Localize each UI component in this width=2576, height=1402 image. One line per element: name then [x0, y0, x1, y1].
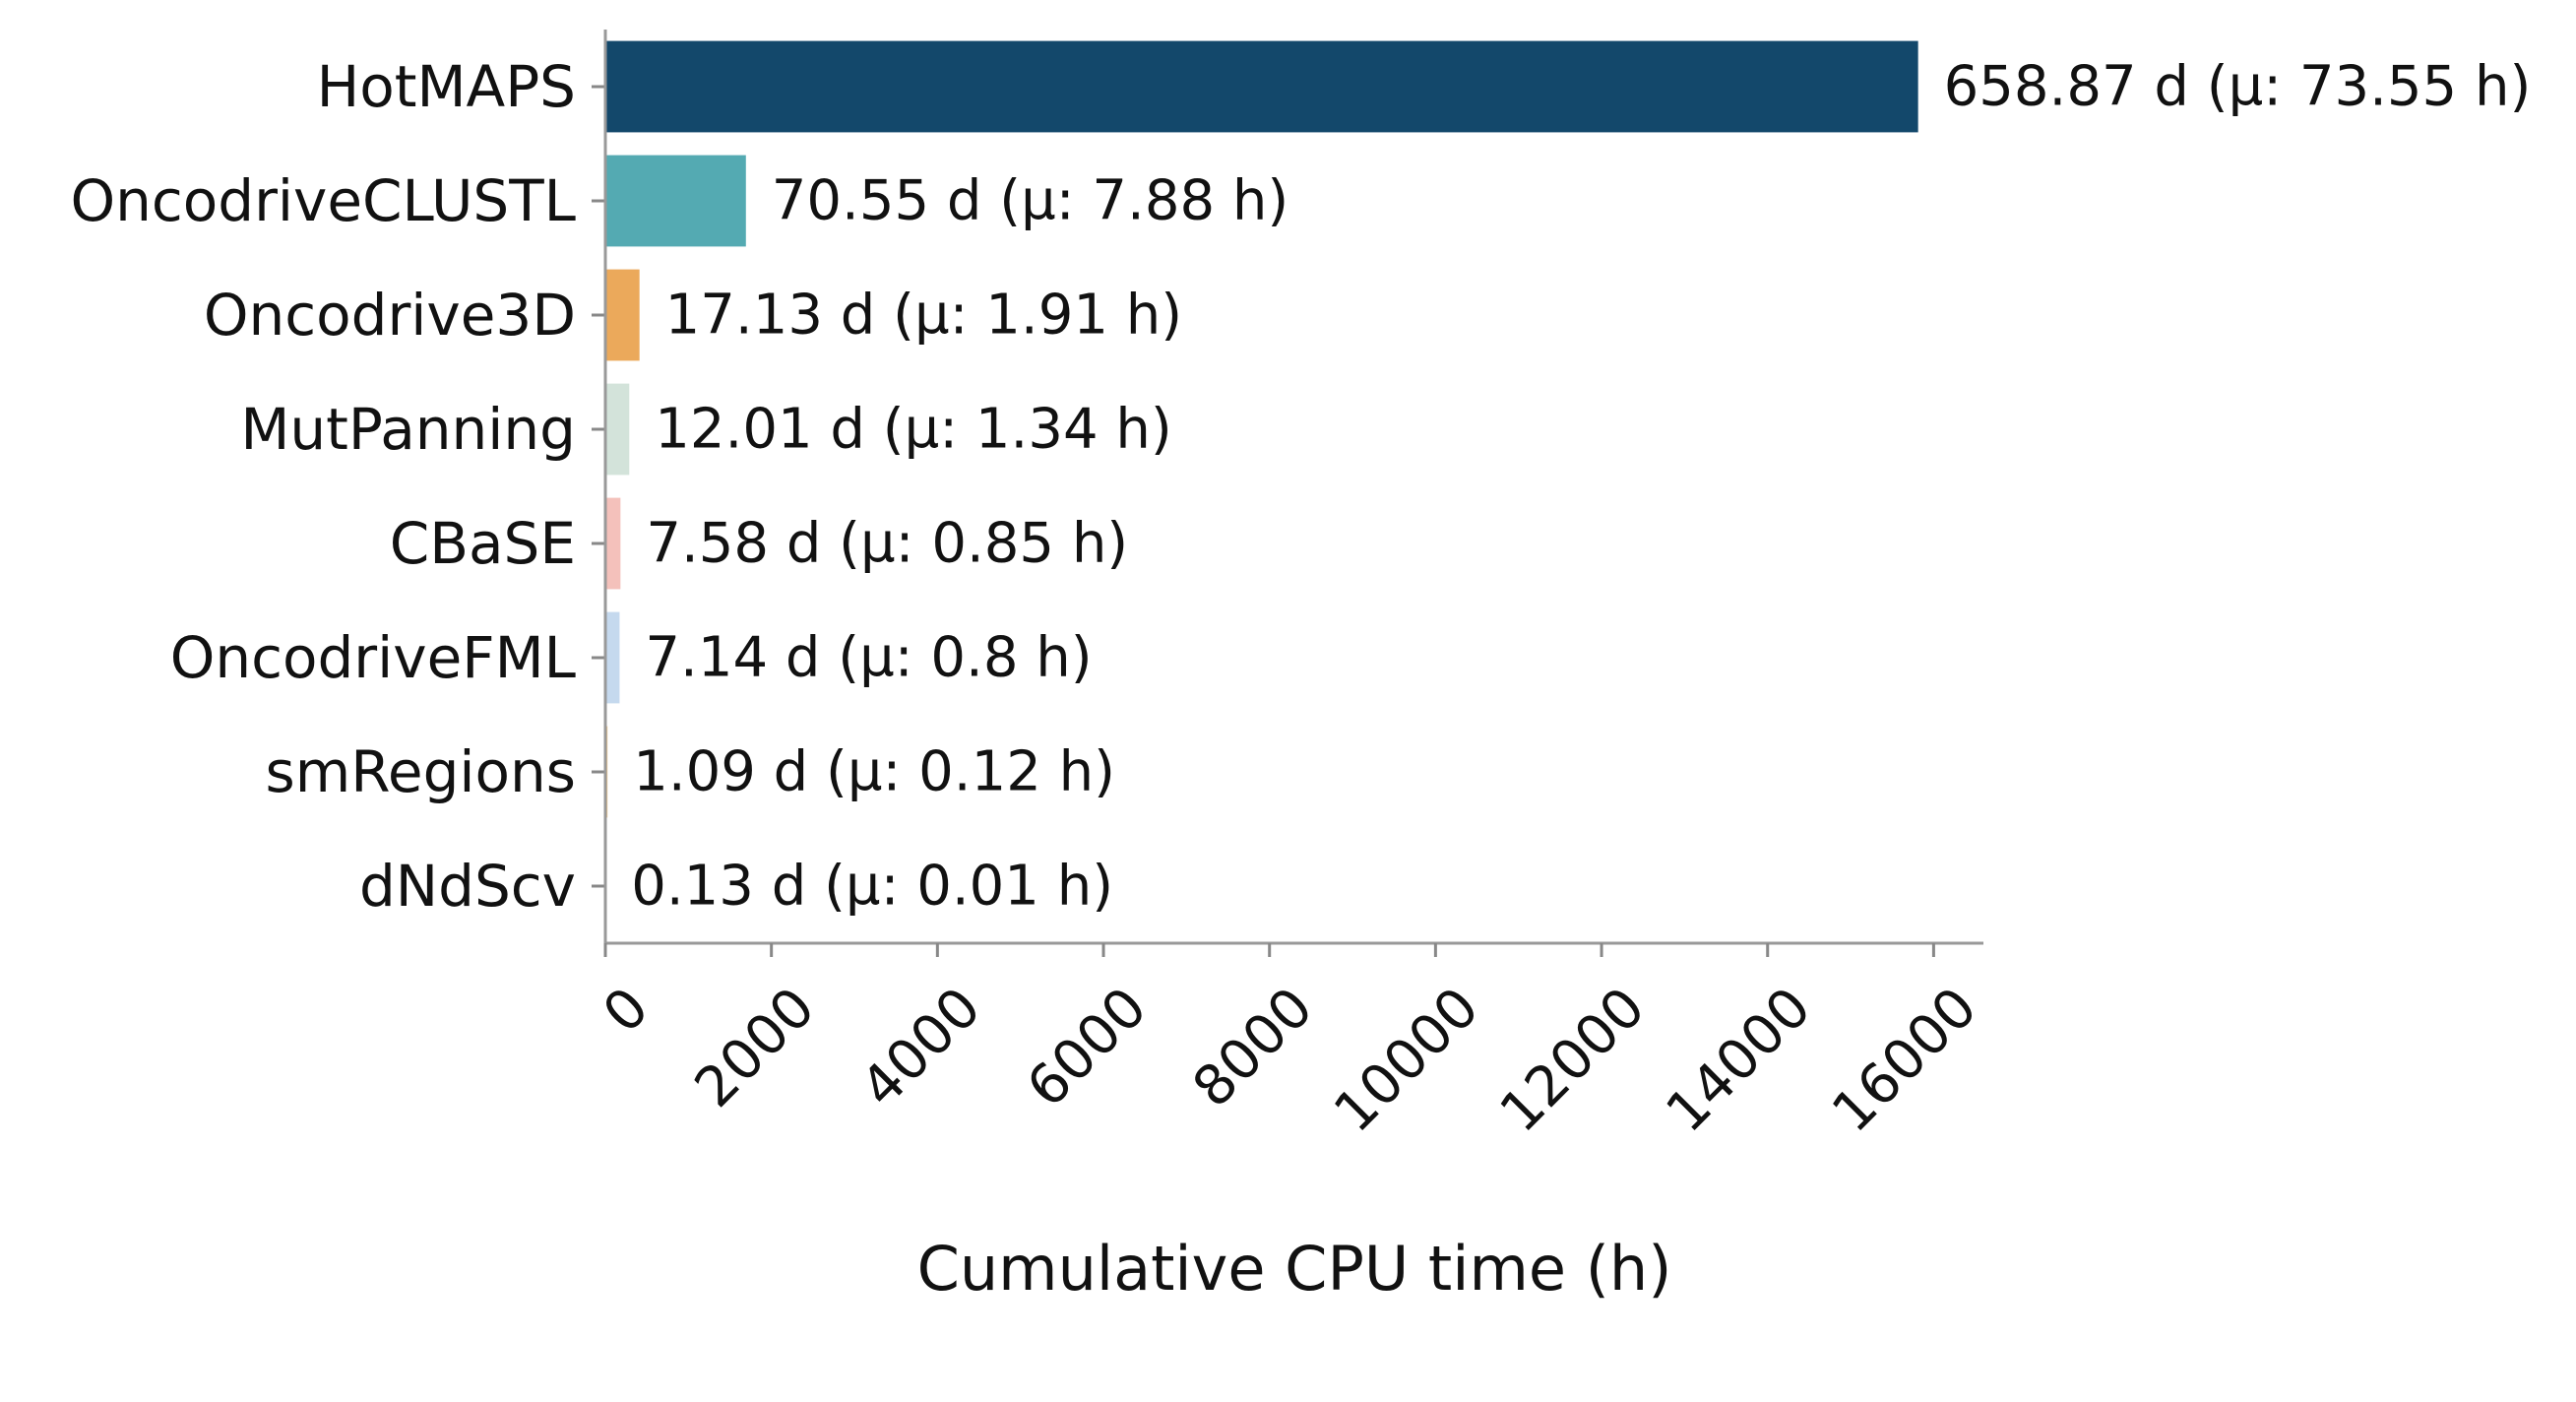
data-label-oncodriveclustl: 70.55 d (µ: 7.88 h) — [772, 169, 1288, 233]
bar-hotmaps — [605, 40, 1918, 133]
x-tick-label: 14000 — [1655, 976, 1824, 1145]
bar-cbase — [605, 497, 621, 590]
data-label-dndscv: 0.13 d (µ: 0.01 h) — [631, 855, 1113, 919]
bars-group — [605, 40, 1918, 932]
data-label-hotmaps: 658.87 d (µ: 73.55 h) — [1944, 55, 2532, 119]
category-label-dndscv: dNdScv — [359, 853, 576, 920]
x-tick-label: 10000 — [1322, 976, 1491, 1145]
x-tick-label: 8000 — [1181, 976, 1326, 1120]
category-labels-group: HotMAPS OncodriveCLUSTL Oncodrive3D MutPann… — [70, 53, 605, 920]
category-label-oncodrive3d: Oncodrive3D — [204, 282, 576, 349]
x-tick-label: 2000 — [683, 976, 828, 1120]
bar-oncodrivefml — [605, 611, 620, 704]
bar-oncodriveclustl — [605, 155, 746, 247]
x-tick-label: 4000 — [848, 976, 993, 1120]
category-label-hotmaps: HotMAPS — [317, 53, 576, 120]
category-label-oncodrivefml: OncodriveFML — [170, 624, 576, 691]
data-label-smregions: 1.09 d (µ: 0.12 h) — [633, 740, 1115, 804]
data-label-oncodrivefml: 7.14 d (µ: 0.8 h) — [645, 626, 1092, 690]
category-label-smregions: smRegions — [266, 738, 577, 805]
x-tick-label: 6000 — [1015, 976, 1160, 1120]
category-label-cbase: CBaSE — [390, 510, 576, 577]
x-tick-label: 16000 — [1820, 976, 1989, 1145]
bar-mutpanning — [605, 383, 630, 476]
data-labels-group: 658.87 d (µ: 73.55 h) 70.55 d (µ: 7.88 h)… — [631, 55, 2531, 919]
x-tick-label: 12000 — [1488, 976, 1658, 1145]
category-label-oncodriveclustl: OncodriveCLUSTL — [70, 167, 576, 234]
x-tick-label: 0 — [592, 976, 661, 1046]
data-label-mutpanning: 12.01 d (µ: 1.34 h) — [655, 398, 1171, 462]
bar-oncodrive3d — [605, 269, 640, 361]
category-label-mutpanning: MutPanning — [240, 396, 576, 463]
data-label-oncodrive3d: 17.13 d (µ: 1.91 h) — [665, 284, 1182, 348]
data-label-cbase: 7.58 d (µ: 0.85 h) — [646, 512, 1128, 576]
x-axis-label: Cumulative CPU time (h) — [917, 1233, 1672, 1305]
